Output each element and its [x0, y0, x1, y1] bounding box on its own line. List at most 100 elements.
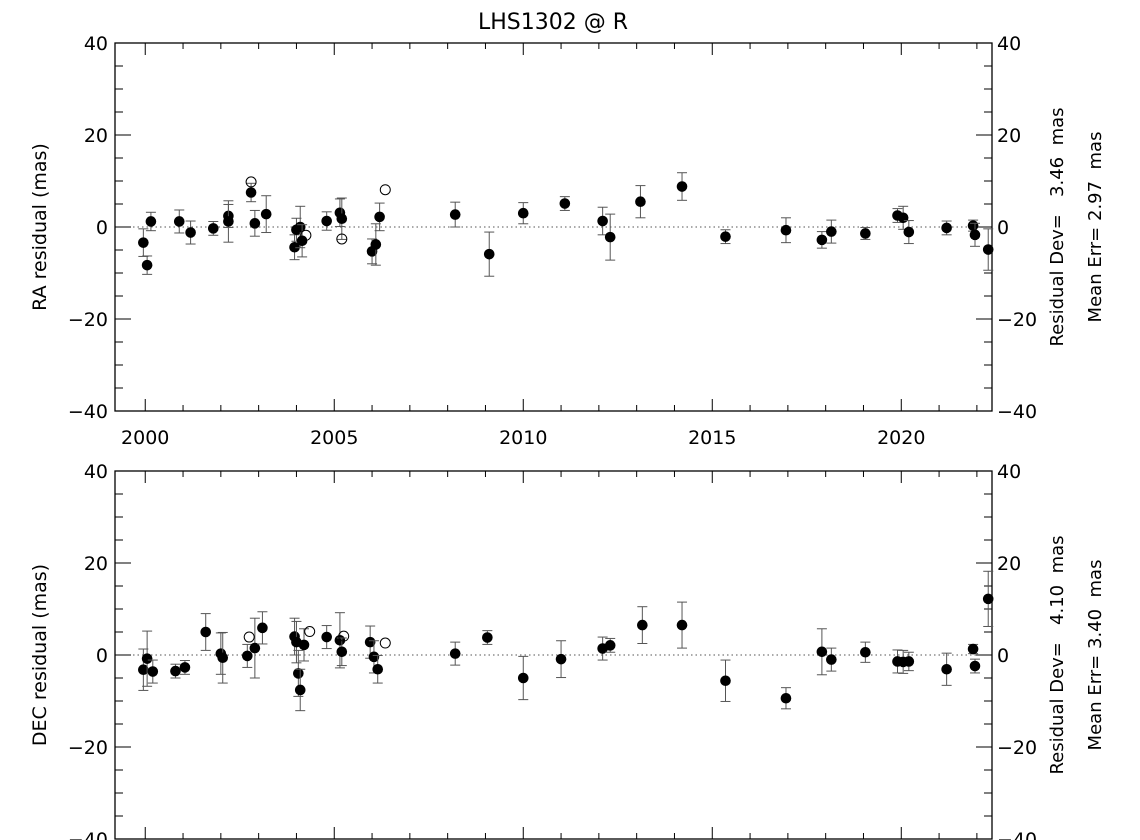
dec-data-point: [170, 665, 181, 677]
dec-data-point: [780, 692, 792, 704]
dec-right-y-tick-label: −40: [997, 829, 1037, 840]
dec-data-point: [637, 619, 648, 631]
ra-data-point: [145, 216, 157, 227]
dec-data-point: [482, 632, 493, 643]
ra-data-point: [903, 226, 915, 238]
dec-right-y-tick-label: 0: [997, 645, 1009, 667]
dec-data-point: [334, 634, 346, 646]
ra-right-y-tick-label: 0: [997, 217, 1009, 239]
dec-data-point: [604, 640, 616, 651]
ra-data-point: [249, 218, 261, 229]
ra-points: [138, 172, 994, 277]
chart-title: LHS1302 @ R: [478, 10, 628, 35]
dec-data-point: [293, 668, 304, 679]
dec-data-point: [816, 646, 828, 658]
ra-x-tick-label: 2020: [877, 427, 925, 449]
dec-data-point: [141, 653, 153, 664]
ra-data-point: [604, 231, 616, 243]
dec-right-y-tick-label: 20: [997, 553, 1021, 575]
dec-points: [138, 570, 994, 712]
dec-panel: −40 −40 −20 −20 0 0 20 20 40 40 DEC residual (mas…: [29, 461, 1106, 840]
ra-data-point: [780, 224, 792, 236]
dec-data-point: [676, 619, 688, 631]
ra-x-tick-label: 2010: [499, 427, 547, 449]
ra-data-point: [982, 244, 994, 255]
dec-open-point: [379, 637, 391, 649]
dec-data-point: [242, 650, 253, 662]
ra-data-point: [720, 231, 731, 242]
ra-data-point: [173, 216, 185, 227]
dec-y-tick-label: −20: [68, 737, 108, 759]
dec-open-point: [304, 626, 316, 638]
dec-data-point: [200, 626, 212, 638]
ra-axes: 2000 2005 2010 2015 2020−40 −40−20 −200 020 2040…: [68, 33, 1037, 449]
ra-residual-dev-text: Residual Dev= 3.46 mas: [1047, 107, 1068, 346]
ra-data-point: [559, 198, 571, 209]
dec-data-point: [249, 642, 261, 654]
ra-right-y-tick-label: −20: [997, 309, 1037, 331]
dec-y-tick-label: 40: [84, 461, 108, 483]
ra-data-point: [374, 211, 385, 223]
dec-data-point: [138, 664, 149, 676]
ra-data-point: [826, 226, 837, 237]
ra-open-point: [300, 229, 312, 241]
ra-right-y-tick-label: 20: [997, 125, 1021, 147]
ra-data-point: [223, 216, 234, 227]
dec-y-tick-label: 20: [84, 553, 108, 575]
dec-data-point: [294, 684, 306, 696]
ra-data-point: [676, 181, 688, 192]
dec-data-point: [903, 656, 915, 667]
ra-data-point: [207, 223, 219, 234]
ra-data-point: [635, 196, 646, 207]
dec-y-tick-label: −40: [68, 829, 108, 840]
dec-open-point: [243, 631, 255, 643]
dec-data-point: [364, 636, 376, 648]
ra-data-point: [517, 207, 529, 219]
dec-y-axis-label: DEC residual (mas): [29, 564, 51, 746]
dec-data-point: [298, 639, 310, 651]
dec-data-point: [179, 662, 191, 673]
ra-y-tick-label: 40: [84, 33, 108, 55]
ra-data-point: [860, 228, 871, 239]
ra-x-tick-label: 2000: [121, 427, 169, 449]
dec-data-point: [969, 660, 981, 672]
ra-data-point: [185, 227, 196, 238]
ra-data-point: [141, 259, 153, 271]
ra-data-point: [336, 213, 348, 225]
dec-data-point: [449, 648, 461, 659]
ra-data-point: [296, 235, 308, 247]
ra-y-axis-label: RA residual (mas): [29, 143, 51, 311]
ra-y-tick-label: −20: [68, 309, 108, 331]
ra-y-tick-label: 0: [96, 217, 108, 239]
ra-open-point: [336, 233, 348, 245]
ra-data-point: [449, 209, 461, 220]
ra-data-point: [245, 187, 257, 198]
ra-data-point: [897, 212, 909, 224]
ra-x-tick-label: 2015: [688, 427, 736, 449]
dec-data-point: [941, 663, 952, 675]
dec-data-point: [257, 622, 268, 634]
dec-data-point: [336, 646, 348, 658]
ra-data-point: [260, 208, 272, 220]
dec-y-tick-label: 0: [96, 645, 108, 667]
ra-data-point: [941, 222, 952, 234]
dec-open-point: [338, 630, 350, 642]
dec-mean-err-text: Mean Err= 3.40 mas: [1085, 560, 1106, 751]
ra-x-tick-label: 2005: [310, 427, 358, 449]
ra-open-point: [245, 176, 257, 188]
dec-data-point: [217, 652, 229, 664]
ra-data-point: [597, 215, 608, 227]
ra-right-y-tick-label: −40: [997, 401, 1037, 423]
ra-data-point: [483, 248, 495, 260]
ra-data-point: [967, 220, 979, 231]
ra-y-tick-label: 20: [84, 125, 108, 147]
dec-data-point: [860, 646, 871, 658]
dec-residual-dev-text: Residual Dev= 4.10 mas: [1047, 535, 1068, 774]
ra-data-point: [138, 237, 149, 248]
ra-data-point: [816, 234, 828, 246]
dec-data-point: [826, 654, 837, 665]
dec-data-point: [321, 631, 332, 643]
ra-y-tick-label: −40: [68, 401, 108, 423]
ra-data-point: [969, 229, 981, 241]
dec-data-point: [982, 593, 994, 605]
